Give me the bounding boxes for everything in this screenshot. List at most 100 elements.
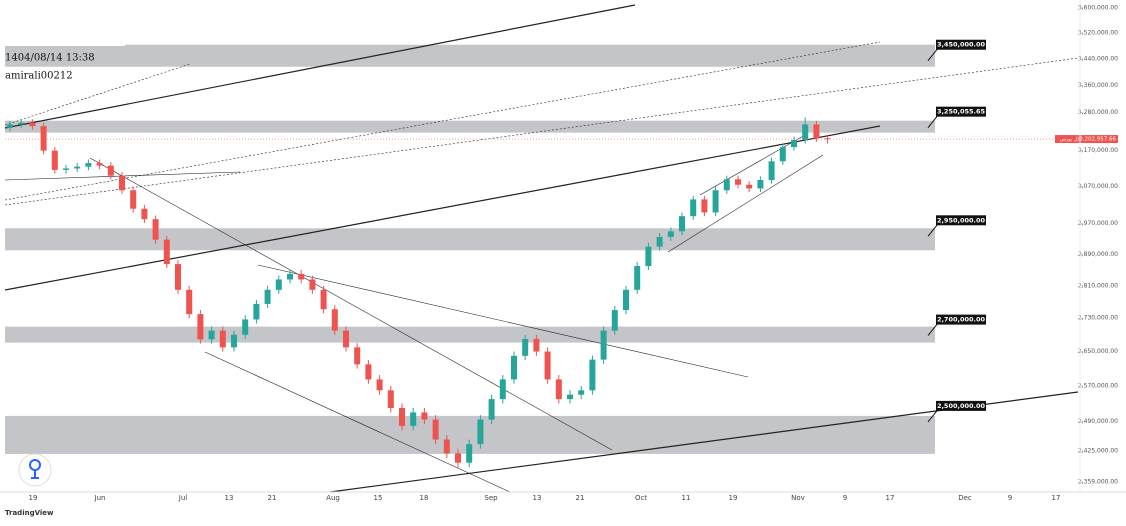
candle-body [656, 237, 663, 247]
candle-body [141, 208, 148, 220]
candle-body [600, 330, 607, 360]
x-tick-label: 17 [1052, 494, 1061, 502]
candle-body [399, 407, 405, 426]
trend-line [4, 57, 1079, 206]
trend-line [4, 125, 881, 291]
last-price-box [1055, 135, 1118, 144]
candle-body [455, 453, 461, 463]
candle-body [7, 124, 13, 128]
y-tick-label: 3,360,000.00 [1078, 82, 1118, 89]
candle-body [567, 394, 573, 400]
candle-body [645, 246, 652, 267]
y-tick-label: 2,570,000.00 [1078, 382, 1118, 389]
x-tick-label: 19 [29, 494, 38, 502]
candle-body [320, 289, 327, 310]
candle-body [175, 264, 181, 290]
candle-body [723, 179, 730, 191]
trend-line [699, 134, 806, 196]
candle-body [499, 379, 506, 400]
candle-body [477, 419, 484, 445]
trend-lines [4, 4, 1079, 493]
candle-body [432, 419, 439, 440]
candle-body [679, 216, 685, 232]
zone [5, 120, 935, 133]
candle-body [690, 199, 697, 217]
x-tick-label: Jul [178, 494, 188, 502]
level-label-box [936, 400, 986, 411]
x-tick-label: Aug [326, 494, 340, 502]
candle-body [219, 330, 226, 348]
y-tick-label: 2,490,000.00 [1078, 418, 1118, 425]
last-price-name: کل بورس [1060, 137, 1081, 143]
x-tick-label: Sep [484, 494, 498, 502]
candle-body [309, 279, 316, 290]
y-tick-label: 3,520,000.00 [1078, 30, 1118, 37]
x-tick-label: Oct [635, 494, 647, 502]
y-tick-label: 2,810,000.00 [1078, 282, 1118, 289]
last-price-label: 3,202,957.66 [1079, 137, 1116, 143]
candle-body [275, 279, 282, 290]
candle-body [40, 126, 47, 151]
trend-line [89, 157, 613, 451]
candle-body [611, 310, 618, 331]
candle-body [623, 289, 629, 311]
header-bg [0, 8, 125, 46]
candle-body [231, 334, 237, 348]
level-label: 3,250,055.65 [937, 108, 986, 116]
candle-body [802, 124, 809, 141]
candle-body [107, 165, 114, 176]
level-label: 3,450,000.00 [937, 41, 986, 49]
y-tick-label: 3,070,000.00 [1078, 183, 1118, 190]
candle-body [410, 412, 417, 426]
candle-body [634, 266, 641, 290]
zone [5, 326, 935, 343]
candle-body [768, 161, 775, 181]
level-label-box [936, 106, 986, 117]
candle-body [746, 184, 753, 189]
candle-body [578, 390, 585, 395]
level-label: 2,500,000.00 [937, 402, 986, 410]
y-tick-label: 3,440,000.00 [1078, 55, 1118, 62]
x-tick-label: 13 [533, 494, 542, 502]
candle-body [287, 273, 293, 280]
y-tick-label: 2,970,000.00 [1078, 220, 1118, 227]
x-tick-label: 9 [843, 494, 847, 502]
y-tick-label: 2,425,000.00 [1078, 448, 1118, 455]
candle-body [387, 390, 394, 408]
y-tick-label: 2,890,000.00 [1078, 251, 1118, 258]
candle-body [74, 166, 81, 169]
trend-line [257, 264, 749, 378]
x-tick-label: 9 [1008, 494, 1012, 502]
candle-body [354, 347, 361, 365]
x-tick-label: Dec [958, 494, 972, 502]
candle-body [544, 351, 551, 380]
level-label: 2,950,000.00 [937, 216, 986, 224]
candle-body [264, 289, 271, 304]
x-tick-label: Jun [94, 494, 106, 502]
level-label-box [936, 314, 986, 325]
candle-body [533, 338, 540, 352]
y-tick-label: 2,650,000.00 [1078, 348, 1118, 355]
trend-line [4, 63, 191, 126]
x-tick-label: 19 [729, 494, 738, 502]
candle-body [85, 163, 92, 167]
x-tick-label: 21 [576, 494, 585, 502]
candle-body [791, 140, 797, 148]
header-text: amirali00212 [5, 71, 73, 82]
candle-body [511, 355, 517, 380]
candle-body [29, 122, 36, 127]
candle-body [555, 379, 562, 400]
footer: TradingView [5, 509, 54, 517]
candle-body [18, 122, 25, 125]
candle-body [298, 273, 305, 280]
trend-line [204, 351, 511, 493]
y-tick-label: 3,280,000.00 [1078, 109, 1118, 116]
y-tick-label: 2,730,000.00 [1078, 315, 1118, 322]
candle-body [466, 444, 473, 463]
x-tick-label: 21 [268, 494, 277, 502]
trend-line [667, 154, 824, 253]
level-label-box [936, 215, 986, 226]
header-text: 1404/08/14 13:38 [5, 53, 95, 64]
x-tick-label: 11 [682, 494, 691, 502]
